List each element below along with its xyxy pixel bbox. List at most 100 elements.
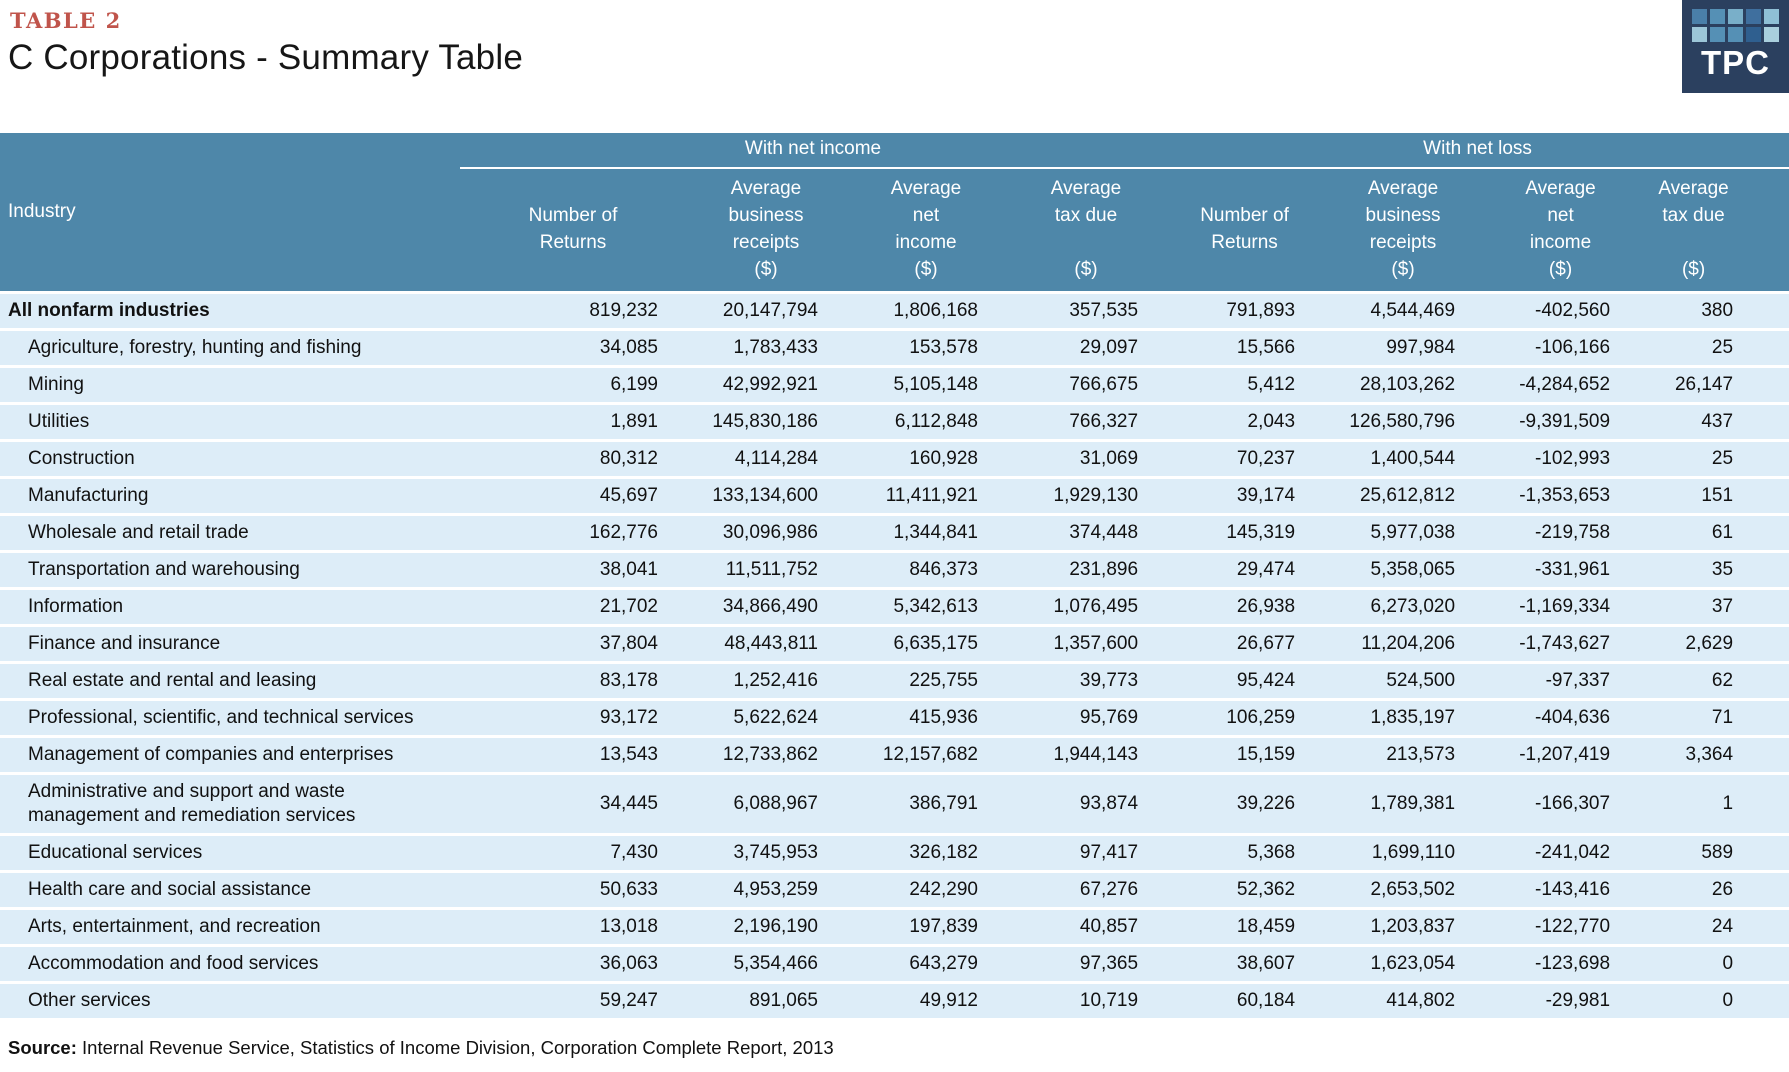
industry-cell: Manufacturing [28, 485, 149, 506]
value-cell: 25,612,812 [1359, 485, 1456, 506]
value-cell: 49,912 [919, 990, 978, 1011]
value-cell: 4,953,259 [733, 879, 818, 900]
value-cell: 26 [1711, 879, 1734, 900]
industry-cell: Other services [28, 990, 151, 1011]
column-header-line: Average [1525, 178, 1596, 199]
value-cell: 39,773 [1079, 670, 1139, 691]
value-cell: 71 [1711, 707, 1734, 728]
value-cell: -102,993 [1535, 448, 1611, 469]
industry-cell: Administrative and support and waste man… [28, 781, 356, 826]
table-body: All nonfarm industries 819,232 20,147,79… [0, 292, 1789, 1020]
value-cell: 6,088,967 [733, 793, 818, 814]
industry-cell: Mining [28, 374, 84, 395]
value-cell: 12,157,682 [882, 744, 978, 765]
page-title: C Corporations - Summary Table [8, 38, 523, 77]
value-cell: 524,500 [1386, 670, 1456, 691]
value-cell: 25 [1711, 448, 1734, 469]
value-cell: 83,178 [599, 670, 658, 691]
tpc-logo-text: TPC [1701, 44, 1770, 81]
table-row: Other services 59,247 891,065 49,912 10,… [0, 982, 1789, 1020]
logo-square-icon [1692, 27, 1707, 42]
value-cell: 34,085 [599, 337, 658, 358]
value-cell: 95,424 [1236, 670, 1296, 691]
column-header: Average business receipts ($) [1323, 168, 1484, 293]
value-cell: 5,977,038 [1370, 522, 1456, 543]
value-cell: 52,362 [1236, 879, 1296, 900]
value-cell: 1,944,143 [1053, 744, 1139, 765]
value-cell: 48,443,811 [724, 633, 818, 654]
value-cell: -331,961 [1535, 559, 1611, 580]
value-cell: 29,474 [1236, 559, 1296, 580]
column-header-line: Average [890, 178, 962, 199]
group-header-net-income: With net income [460, 133, 1167, 169]
value-cell: 59,247 [599, 990, 658, 1011]
value-cell: 1,252,416 [733, 670, 818, 691]
value-cell: 38,607 [1236, 953, 1296, 974]
table-row: Manufacturing 45,697 133,134,600 11,411,… [0, 477, 1789, 515]
table-row: Management of companies and enterprises … [0, 736, 1789, 774]
value-cell: 2,629 [1685, 633, 1734, 654]
page-header: TABLE 2 C Corporations - Summary Table T… [0, 0, 1789, 133]
value-cell: 21,702 [599, 596, 658, 617]
value-cell: 374,448 [1069, 522, 1139, 543]
industry-cell: Management of companies and enterprises [28, 744, 394, 765]
value-cell: 26,677 [1236, 633, 1296, 654]
value-cell: -123,698 [1535, 953, 1611, 974]
value-cell: 1,357,600 [1053, 633, 1139, 654]
value-cell: -402,560 [1535, 300, 1611, 321]
logo-square-icon [1728, 9, 1743, 24]
value-cell: 40,857 [1079, 916, 1139, 937]
value-cell: 5,358,065 [1370, 559, 1456, 580]
value-cell: 50,633 [599, 879, 658, 900]
tpc-logo: TPC [1682, 0, 1789, 93]
table-row: Agriculture, forestry, hunting and fishi… [0, 329, 1789, 367]
tpc-logo-grid-icon [1692, 9, 1779, 42]
industry-cell: All nonfarm industries [8, 300, 210, 321]
value-cell: 437 [1701, 411, 1734, 432]
value-cell: 60,184 [1236, 990, 1296, 1011]
table-row: Health care and social assistance 50,633… [0, 871, 1789, 909]
value-cell: -219,758 [1535, 522, 1611, 543]
column-header-line [460, 175, 686, 202]
table-row: Information 21,702 34,866,490 5,342,613 … [0, 588, 1789, 626]
column-header: Average net income ($) [1483, 168, 1639, 293]
value-cell: 766,675 [1069, 374, 1139, 395]
value-cell: 1,835,197 [1370, 707, 1456, 728]
industry-cell: Construction [28, 448, 135, 469]
value-cell: 38,041 [599, 559, 658, 580]
table-number-label: TABLE 2 [10, 8, 122, 33]
value-cell: 997,984 [1386, 337, 1456, 358]
logo-square-icon [1764, 27, 1779, 42]
column-header-line: net [912, 205, 940, 226]
value-cell: 1,783,433 [733, 337, 818, 358]
value-cell: -122,770 [1535, 916, 1611, 937]
column-header-line: ($) [1074, 259, 1098, 280]
value-cell: 3,745,953 [733, 842, 818, 863]
industry-cell: Arts, entertainment, and recreation [28, 916, 321, 937]
value-cell: 126,580,796 [1349, 411, 1456, 432]
value-cell: 10,719 [1079, 990, 1139, 1011]
value-cell: 151 [1701, 485, 1734, 506]
value-cell: 1,699,110 [1371, 842, 1456, 863]
value-cell: 766,327 [1069, 411, 1139, 432]
column-header-line: Number of [528, 205, 618, 226]
column-header-line [1006, 229, 1166, 256]
value-cell: 62 [1711, 670, 1734, 691]
value-cell: 0 [1722, 953, 1734, 974]
logo-square-icon [1746, 9, 1761, 24]
industry-cell: Real estate and rental and leasing [28, 670, 317, 691]
value-cell: 5,354,466 [733, 953, 818, 974]
column-header-line [1638, 229, 1749, 256]
value-cell: 30,096,986 [722, 522, 818, 543]
summary-table: Industry With net income With net loss N… [0, 133, 1789, 1021]
industry-cell: Utilities [28, 411, 90, 432]
value-cell: 5,105,148 [893, 374, 978, 395]
value-cell: 414,802 [1386, 990, 1456, 1011]
value-cell: 4,114,284 [734, 448, 818, 469]
value-cell: 11,511,752 [725, 559, 818, 580]
value-cell: 36,063 [599, 953, 658, 974]
value-cell: 25 [1711, 337, 1734, 358]
value-cell: 15,566 [1236, 337, 1296, 358]
value-cell: 95,769 [1079, 707, 1139, 728]
value-cell: 11,411,921 [885, 485, 978, 506]
